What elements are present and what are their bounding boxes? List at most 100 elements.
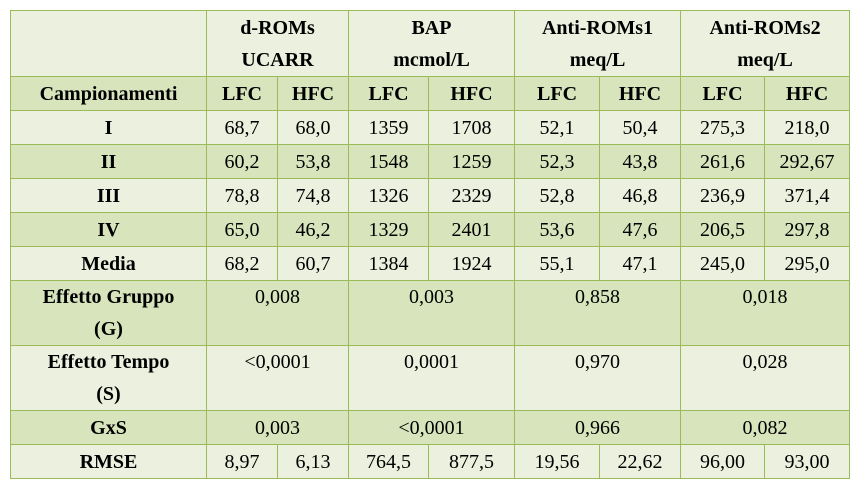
effect-row-group: Effetto Gruppo (G) 0,008 0,003 0,858 0,0… bbox=[10, 280, 851, 346]
cell: 1259 bbox=[428, 144, 516, 179]
effect-label-line2: (S) bbox=[96, 383, 121, 405]
table-row-mean: Media 68,2 60,7 1384 1924 55,1 47,1 245,… bbox=[10, 246, 851, 281]
effect-value: 0,0001 bbox=[348, 345, 516, 411]
cell: 68,0 bbox=[276, 110, 350, 145]
cell: 1384 bbox=[348, 246, 430, 281]
row-label: IV bbox=[10, 212, 207, 247]
header-group-title: Anti-ROMs2 bbox=[709, 16, 821, 39]
cell: 78,8 bbox=[206, 178, 278, 213]
rmse-row: RMSE 8,97 6,13 764,5 877,5 19,56 22,62 9… bbox=[10, 444, 851, 479]
cell: 52,1 bbox=[514, 110, 601, 145]
subcol-hfc: HFC bbox=[428, 76, 516, 111]
effect-row-time: Effetto Tempo (S) <0,0001 0,0001 0,970 0… bbox=[10, 345, 851, 411]
cell: 877,5 bbox=[428, 444, 516, 479]
cell: 764,5 bbox=[348, 444, 430, 479]
cell: 292,67 bbox=[764, 144, 851, 179]
subcol-hfc: HFC bbox=[599, 76, 682, 111]
cell: 245,0 bbox=[680, 246, 766, 281]
effect-label: Effetto Tempo (S) bbox=[10, 345, 207, 411]
cell: 53,6 bbox=[514, 212, 601, 247]
subcol-lfc: LFC bbox=[680, 76, 766, 111]
cell: 93,00 bbox=[764, 444, 851, 479]
cell: 53,8 bbox=[276, 144, 350, 179]
subcol-hfc: HFC bbox=[276, 76, 350, 111]
header-group-unit: UCARR bbox=[241, 48, 314, 71]
header-row-groups: d-ROMs UCARR BAP mcmol/L Anti-ROMs1 meq/… bbox=[10, 10, 851, 77]
subcol-hfc: HFC bbox=[764, 76, 851, 111]
cell: 96,00 bbox=[680, 444, 766, 479]
row-label: RMSE bbox=[10, 444, 207, 479]
cell: 47,6 bbox=[599, 212, 682, 247]
header-row-subcols: Campionamenti LFC HFC LFC HFC LFC HFC LF… bbox=[10, 76, 851, 111]
cell: 74,8 bbox=[276, 178, 350, 213]
effect-value: 0,966 bbox=[514, 410, 682, 445]
header-group-unit: meq/L bbox=[737, 48, 793, 71]
cell: 68,2 bbox=[206, 246, 278, 281]
cell: 8,97 bbox=[206, 444, 278, 479]
cell: 50,4 bbox=[599, 110, 682, 145]
cell: 206,5 bbox=[680, 212, 766, 247]
cell: 297,8 bbox=[764, 212, 851, 247]
effect-label-line2: (G) bbox=[94, 318, 123, 340]
cell: 60,7 bbox=[276, 246, 350, 281]
cell: 1548 bbox=[348, 144, 430, 179]
effect-value: 0,003 bbox=[205, 410, 350, 445]
data-table: d-ROMs UCARR BAP mcmol/L Anti-ROMs1 meq/… bbox=[10, 10, 851, 479]
cell: 65,0 bbox=[206, 212, 278, 247]
cell: 371,4 bbox=[764, 178, 851, 213]
cell: 52,8 bbox=[514, 178, 601, 213]
cell: 295,0 bbox=[764, 246, 851, 281]
cell: 1924 bbox=[428, 246, 516, 281]
cell: 1359 bbox=[348, 110, 430, 145]
table-row: III 78,8 74,8 1326 2329 52,8 46,8 236,9 … bbox=[10, 178, 851, 213]
subcol-lfc: LFC bbox=[348, 76, 430, 111]
effect-value: 0,028 bbox=[680, 345, 851, 411]
effect-value: 0,082 bbox=[680, 410, 851, 445]
header-group-title: d-ROMs bbox=[240, 16, 315, 39]
row-label: Media bbox=[10, 246, 207, 281]
effect-label-line1: Effetto Tempo bbox=[47, 351, 170, 373]
effect-row-interaction: GxS 0,003 <0,0001 0,966 0,082 bbox=[10, 410, 851, 445]
cell: 19,56 bbox=[514, 444, 601, 479]
effect-value: 0,970 bbox=[514, 345, 682, 411]
row-label: I bbox=[10, 110, 207, 145]
table-row: I 68,7 68,0 1359 1708 52,1 50,4 275,3 21… bbox=[10, 110, 851, 145]
header-group-antiroms1: Anti-ROMs1 meq/L bbox=[514, 10, 682, 77]
header-group-unit: mcmol/L bbox=[393, 48, 470, 71]
effect-value: 0,003 bbox=[348, 280, 516, 346]
header-corner-cell bbox=[10, 10, 207, 77]
cell: 2401 bbox=[428, 212, 516, 247]
subcol-lfc: LFC bbox=[206, 76, 278, 111]
effect-value: <0,0001 bbox=[348, 410, 516, 445]
effect-value: 0,008 bbox=[205, 280, 350, 346]
cell: 43,8 bbox=[599, 144, 682, 179]
effect-label-line1: Effetto Gruppo bbox=[42, 286, 175, 308]
cell: 218,0 bbox=[764, 110, 851, 145]
cell: 236,9 bbox=[680, 178, 766, 213]
cell: 60,2 bbox=[206, 144, 278, 179]
header-group-title: BAP bbox=[411, 16, 452, 39]
header-group-unit: meq/L bbox=[569, 48, 626, 71]
cell: 47,1 bbox=[599, 246, 682, 281]
header-row-label: Campionamenti bbox=[10, 76, 207, 111]
subcol-lfc: LFC bbox=[514, 76, 601, 111]
cell: 6,13 bbox=[276, 444, 350, 479]
header-group-antiroms2: Anti-ROMs2 meq/L bbox=[680, 10, 851, 77]
cell: 46,8 bbox=[599, 178, 682, 213]
cell: 68,7 bbox=[206, 110, 278, 145]
effect-value: 0,018 bbox=[680, 280, 851, 346]
row-label: III bbox=[10, 178, 207, 213]
header-group-drom: d-ROMs UCARR bbox=[205, 10, 350, 77]
cell: 1326 bbox=[348, 178, 430, 213]
row-label: II bbox=[10, 144, 207, 179]
effect-label: GxS bbox=[10, 410, 207, 445]
cell: 261,6 bbox=[680, 144, 766, 179]
header-group-title: Anti-ROMs1 bbox=[541, 16, 654, 39]
cell: 52,3 bbox=[514, 144, 601, 179]
cell: 275,3 bbox=[680, 110, 766, 145]
cell: 22,62 bbox=[599, 444, 682, 479]
effect-value: <0,0001 bbox=[205, 345, 350, 411]
effect-value: 0,858 bbox=[514, 280, 682, 346]
header-group-bap: BAP mcmol/L bbox=[348, 10, 516, 77]
table-row: IV 65,0 46,2 1329 2401 53,6 47,6 206,5 2… bbox=[10, 212, 851, 247]
